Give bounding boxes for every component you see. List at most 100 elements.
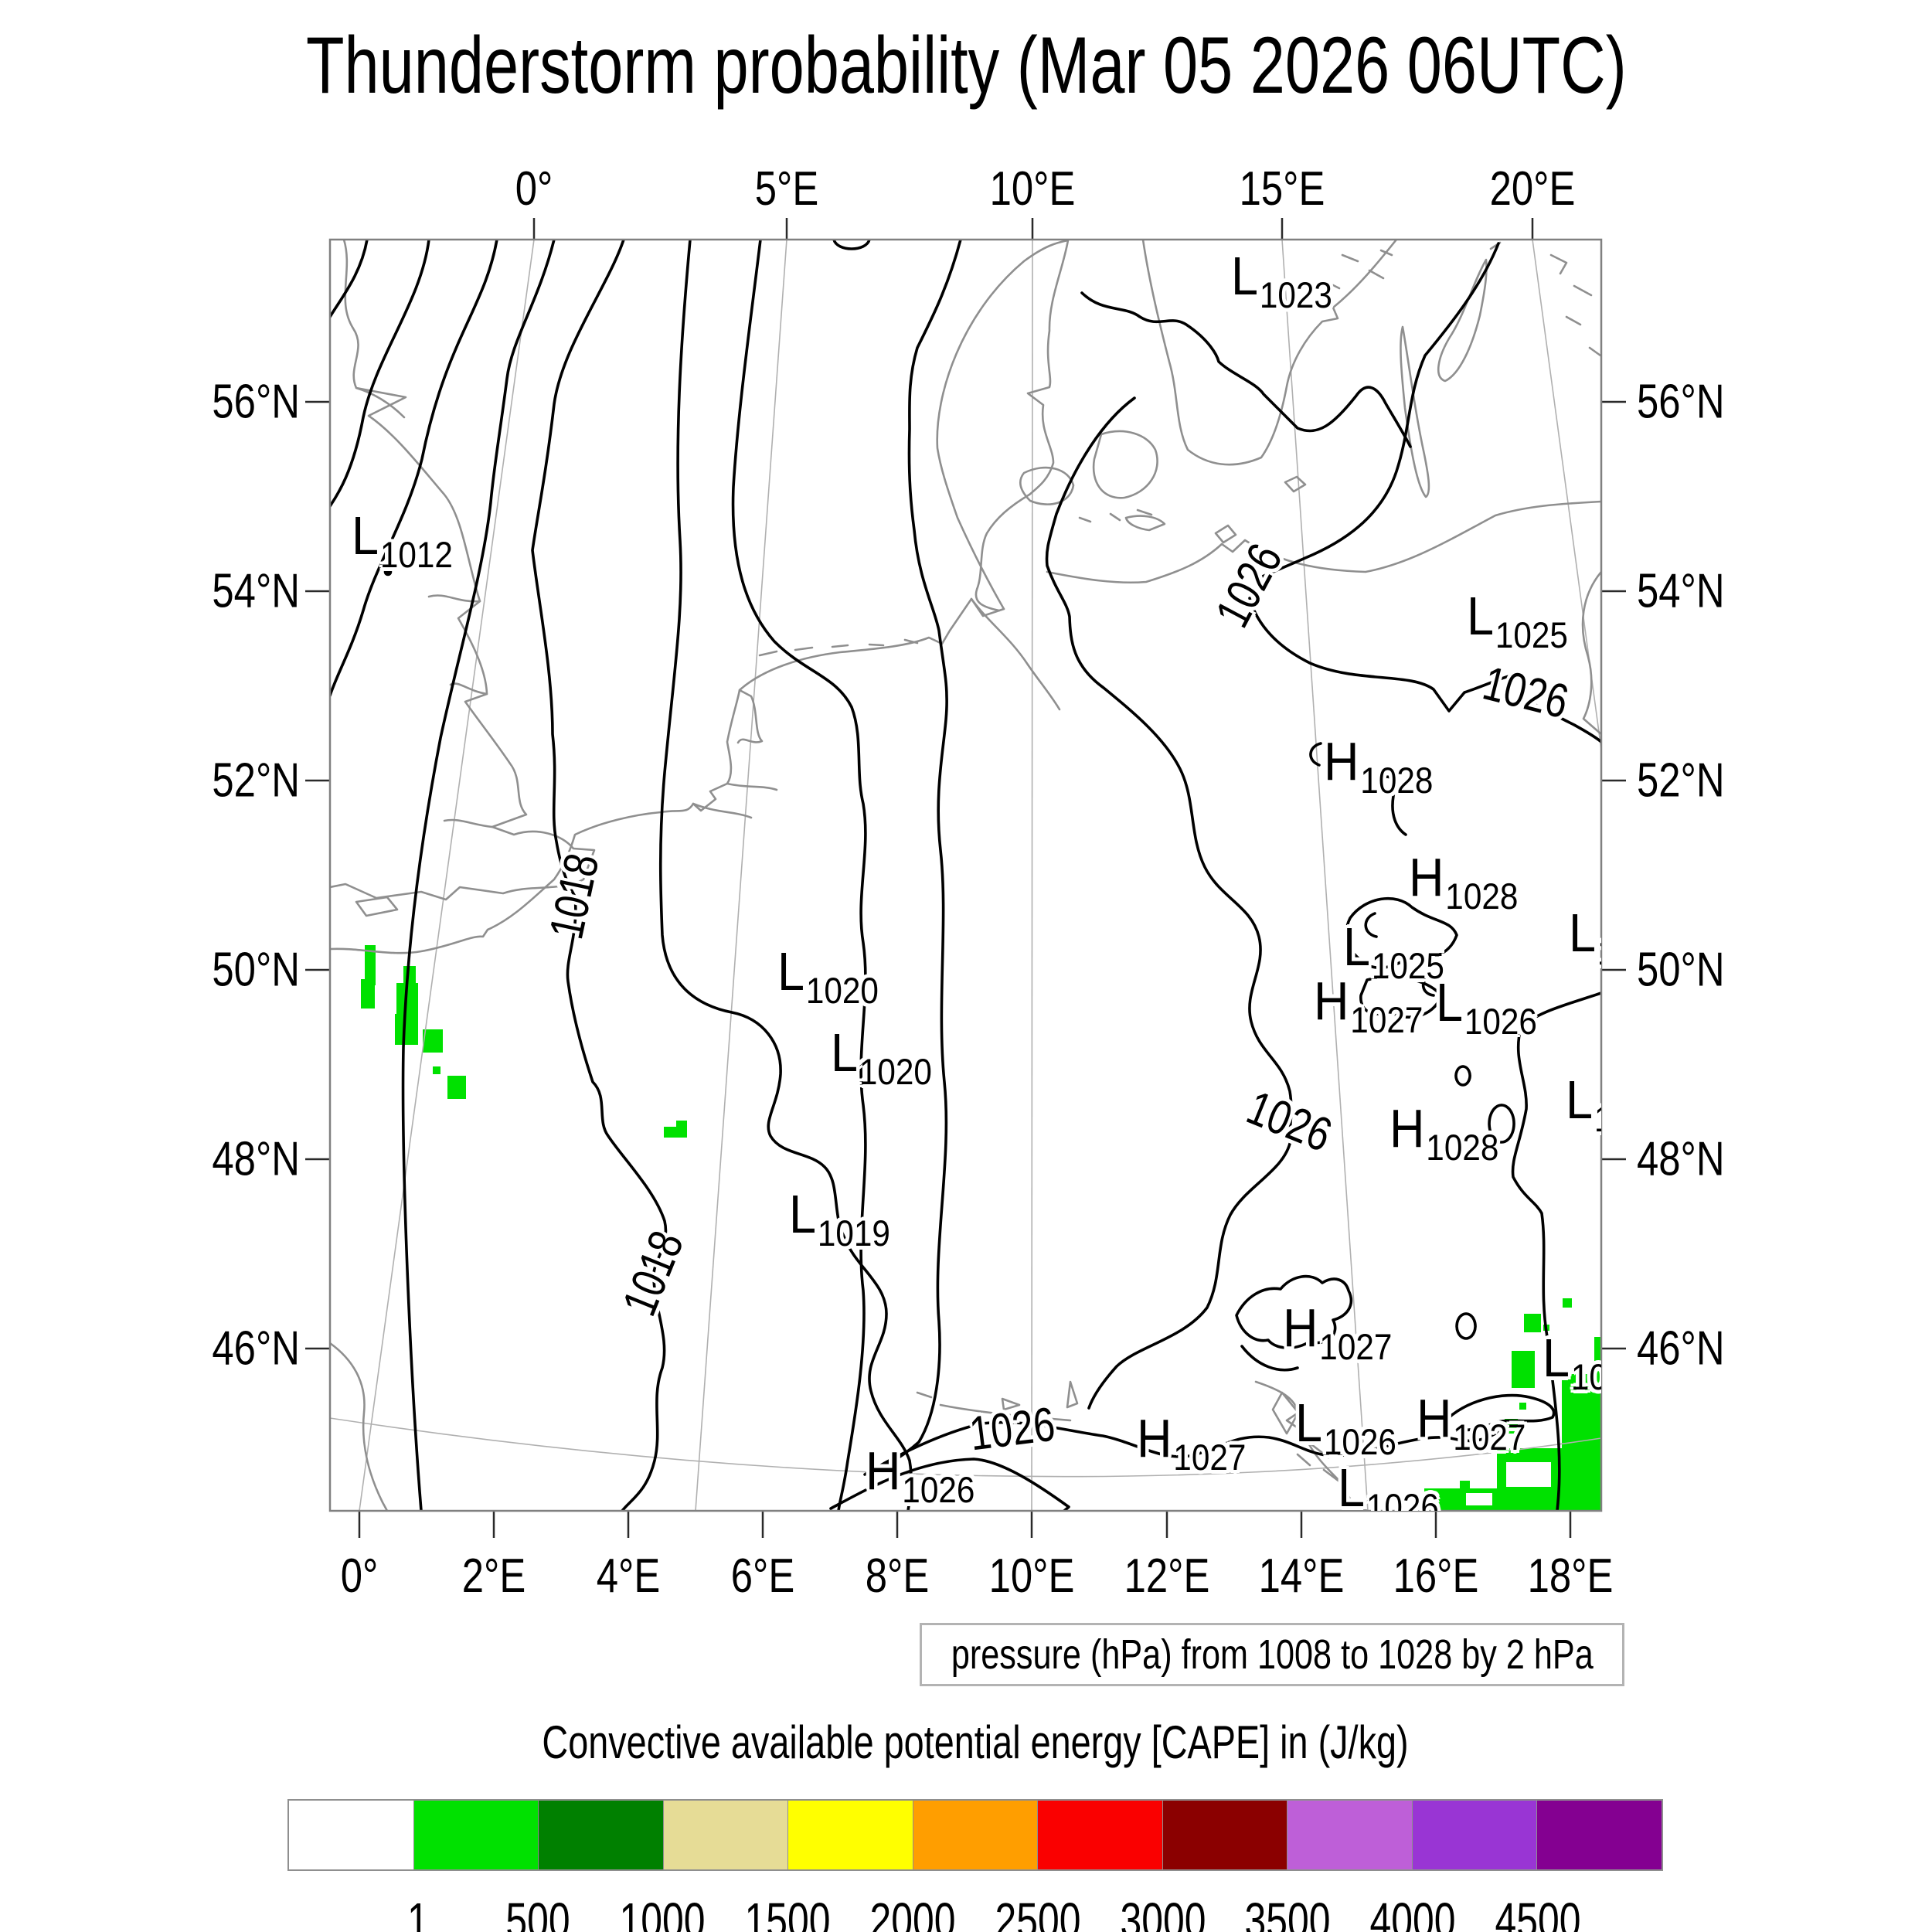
top-axis-label: 5°E [754, 162, 819, 216]
pressure-letter: L [1436, 972, 1464, 1032]
colorbar-tick-label: 500 [505, 1893, 570, 1932]
pressure-center-low: L1026 [1338, 1458, 1439, 1511]
pressure-center-low: L1025 [1343, 917, 1444, 984]
pressure-value: 1020 [859, 1051, 932, 1092]
contour-label: 1026 [966, 1397, 1058, 1461]
colorbar-cell [787, 1801, 913, 1869]
pressure-center-low: L102 [1543, 1331, 1601, 1395]
right-axis-label: 48°N [1637, 1132, 1725, 1186]
page-title: Thunderstorm probability (Mar 05 2026 06… [0, 20, 1932, 112]
left-axis-label: 56°N [212, 375, 300, 429]
colorbar-cell [662, 1801, 788, 1869]
pressure-value: 1028 [1426, 1127, 1499, 1168]
pressure-value: 1026 [902, 1469, 975, 1510]
graticule-lines [330, 240, 1601, 1511]
left-axis-label: 50°N [212, 943, 300, 997]
pressure-center-low: L1020 [777, 944, 879, 1009]
pressure-letter: H [1314, 971, 1349, 1031]
pressure-center-high: H1027 [1283, 1301, 1392, 1365]
pressure-value: 1012 [379, 534, 453, 575]
pressure-value: 1025 [1495, 614, 1568, 655]
pressure-letter: L [1295, 1393, 1323, 1453]
pressure-letter: H [1417, 1388, 1452, 1448]
colorbar-tick-label: 3500 [1244, 1893, 1331, 1932]
pressure-center-low: L1025 [1467, 586, 1568, 653]
pressure-letter: L [789, 1184, 817, 1244]
left-axis-label: 54°N [212, 564, 300, 618]
coastlines [330, 240, 1601, 1511]
colorbar-cell [1411, 1801, 1537, 1869]
bottom-axis-label: 8°E [865, 1549, 930, 1603]
pressure-value: 1027 [1173, 1437, 1247, 1478]
bottom-axis-label: 2°E [461, 1549, 526, 1603]
pressure-value: 1026 [1366, 1486, 1439, 1511]
contour-label: 1018 [612, 1223, 695, 1323]
bottom-axis-label: 16°E [1393, 1549, 1479, 1603]
pressure-center-low: L1020 [831, 1026, 932, 1090]
left-axis-label: 48°N [212, 1132, 300, 1186]
contour-label: 1026 [1240, 1080, 1339, 1163]
contour-label: 1026 [1206, 535, 1293, 636]
top-axis-label: 10°E [989, 162, 1076, 216]
pressure-letter: L [777, 941, 805, 1002]
pressure-letter: L [1566, 1070, 1594, 1130]
pressure-letter: H [1409, 847, 1444, 907]
pressure-center-low: L10 [1566, 1070, 1601, 1137]
map-label-overlay: L1023 L1012 L1025 H1028 H1028 L1025 H1027 L1026… [330, 240, 1601, 1511]
pressure-center-low: L1019 [789, 1184, 890, 1251]
pressure-letter: L [831, 1022, 859, 1083]
bottom-axis-label: 18°E [1527, 1549, 1614, 1603]
pressure-value: 10 [1597, 931, 1601, 972]
pressure-value: 1023 [1259, 274, 1332, 315]
pressure-letter: L [1338, 1458, 1366, 1511]
bottom-axis-label: 4°E [596, 1549, 661, 1603]
pressure-value: 1027 [1350, 999, 1423, 1040]
left-axis-label: 52°N [212, 753, 300, 808]
right-axis-label: 52°N [1637, 753, 1725, 808]
colorbar-tick-label: 2500 [995, 1893, 1081, 1932]
pressure-letter: L [1467, 586, 1495, 646]
pressure-center-low: L1012 [352, 509, 453, 573]
pressure-center-high: H1028 [1324, 731, 1433, 798]
colorbar-cell [289, 1801, 413, 1869]
pressure-letter: L [352, 505, 379, 566]
pressure-caption-box: pressure (hPa) from 1008 to 1028 by 2 hP… [920, 1623, 1624, 1686]
pressure-letter: L [1569, 903, 1597, 963]
axis-ticks [305, 218, 1626, 1538]
pressure-letter: H [1324, 731, 1359, 791]
page-title-text: Thunderstorm probability (Mar 05 2026 06… [305, 21, 1627, 111]
pressure-center-high: H1027 [1137, 1408, 1246, 1475]
colorbar-cell [1287, 1801, 1412, 1869]
pressure-center-low: L1026 [1295, 1393, 1396, 1460]
colorbar-tick-label: 4000 [1369, 1893, 1456, 1932]
pressure-value: 1025 [1371, 945, 1444, 986]
colorbar-tick-label: 1000 [619, 1893, 706, 1932]
right-axis-label: 46°N [1637, 1321, 1725, 1376]
pressure-value: 1019 [817, 1213, 890, 1253]
pressure-letter: L [1343, 917, 1371, 977]
cape-colorbar [287, 1799, 1663, 1871]
pressure-value: 1027 [1453, 1417, 1526, 1458]
colorbar-cell [1037, 1801, 1162, 1869]
pressure-center-high: H1026 [866, 1444, 975, 1508]
pressure-letter: H [866, 1440, 901, 1501]
pressure-contours [330, 240, 1601, 1511]
pressure-center-low: L1026 [1436, 972, 1537, 1039]
right-axis-label: 50°N [1637, 943, 1725, 997]
pressure-value: 1027 [1319, 1326, 1393, 1367]
colorbar-tick-label: .1 [396, 1893, 429, 1932]
top-axis-label: 15°E [1239, 162, 1325, 216]
bottom-axis-label: 6°E [730, 1549, 795, 1603]
pressure-value: 1020 [805, 970, 879, 1011]
colorbar-cell [912, 1801, 1038, 1869]
pressure-value: 1028 [1445, 876, 1519, 917]
right-axis-label: 56°N [1637, 375, 1725, 429]
pressure-value: 10 [1594, 1098, 1601, 1139]
colorbar-tick-label: 1500 [744, 1893, 831, 1932]
colorbar-cell [538, 1801, 663, 1869]
pressure-caption-text: pressure (hPa) from 1008 to 1028 by 2 hP… [951, 1631, 1594, 1678]
bottom-axis-label: 12°E [1124, 1549, 1210, 1603]
pressure-letter: H [1137, 1408, 1172, 1468]
